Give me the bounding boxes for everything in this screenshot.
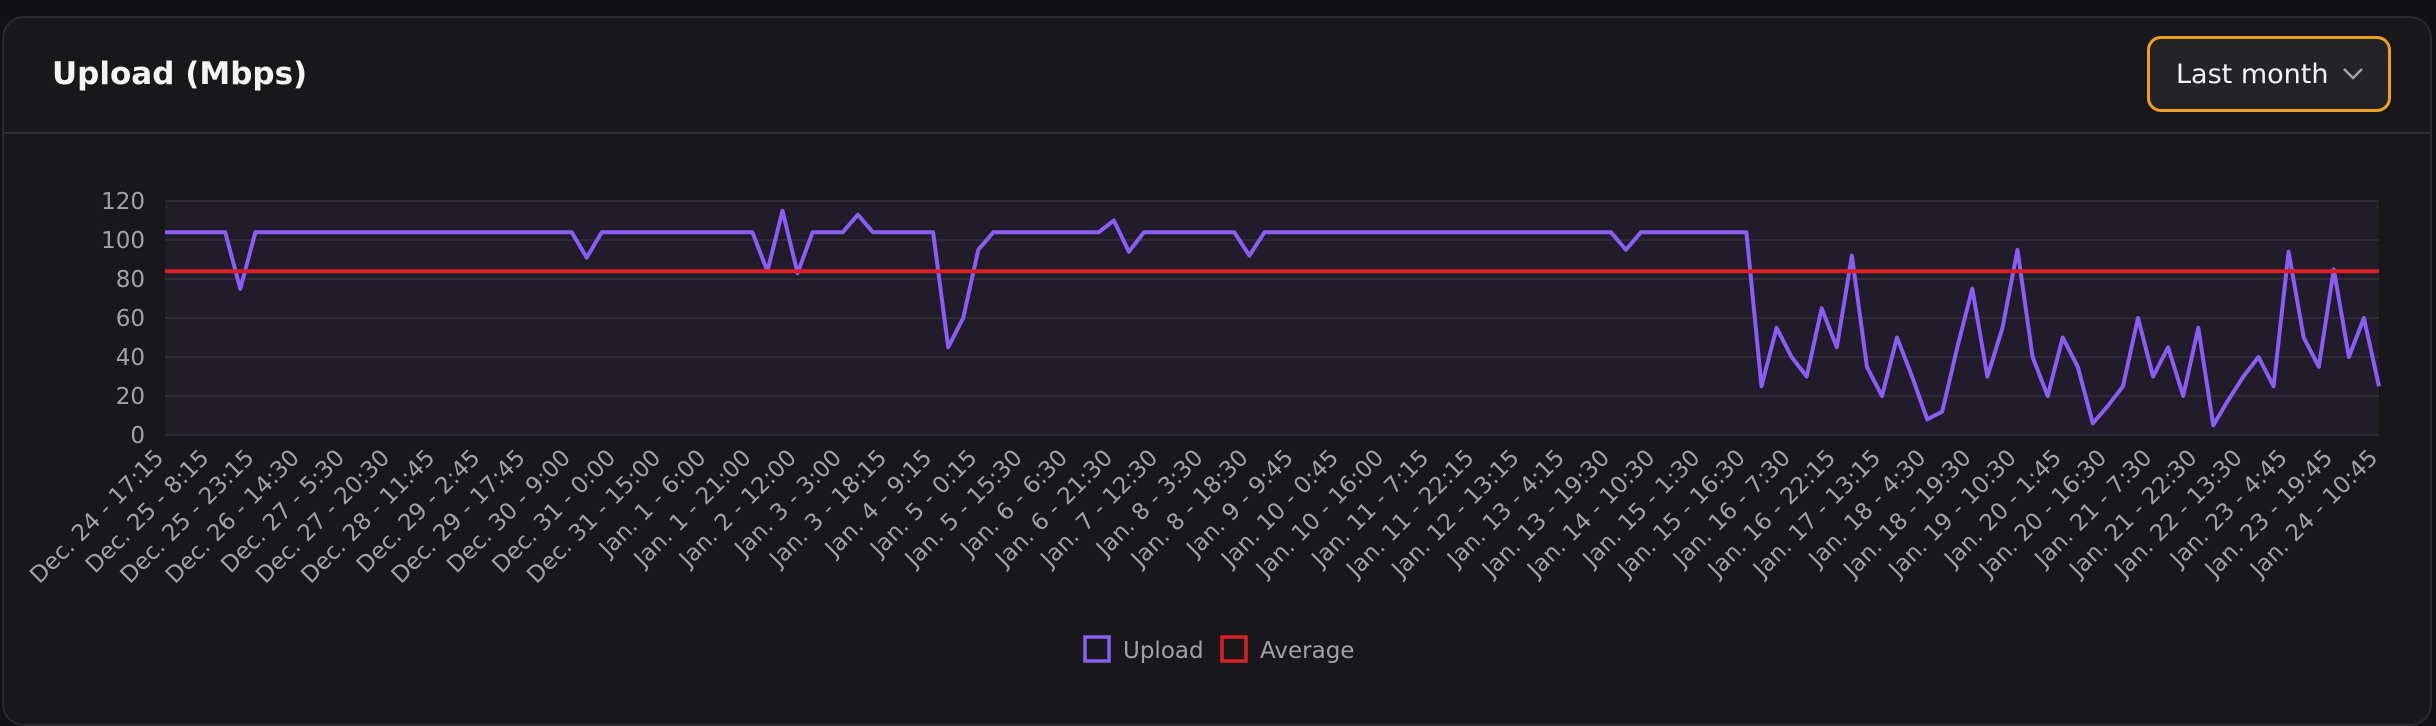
legend-swatch [1220,635,1248,663]
range-label[interactable]: Last month [2176,59,2329,90]
card: Upload (Mbps) Last month 0 20 40 60 80 100 120… [2,16,2432,726]
card-header: Upload (Mbps) Last month [4,18,2430,134]
y-tick-label: 120 [101,189,145,215]
legend-swatch [1083,635,1111,663]
y-tick-label: 20 [116,384,145,410]
y-tick-label: 100 [101,228,145,254]
y-tick-label: 80 [116,267,145,293]
y-tick-label: 0 [130,423,145,449]
card-title: Upload (Mbps) [52,56,308,92]
legend-label: Average [1260,638,1354,664]
legend-label: Upload [1123,638,1204,664]
y-tick-label: 40 [116,345,145,371]
y-tick-label: 60 [116,306,145,332]
range-dropdown[interactable]: Last month [2147,36,2391,112]
chevron[interactable] [2342,67,2364,81]
series-line [165,208,2381,428]
